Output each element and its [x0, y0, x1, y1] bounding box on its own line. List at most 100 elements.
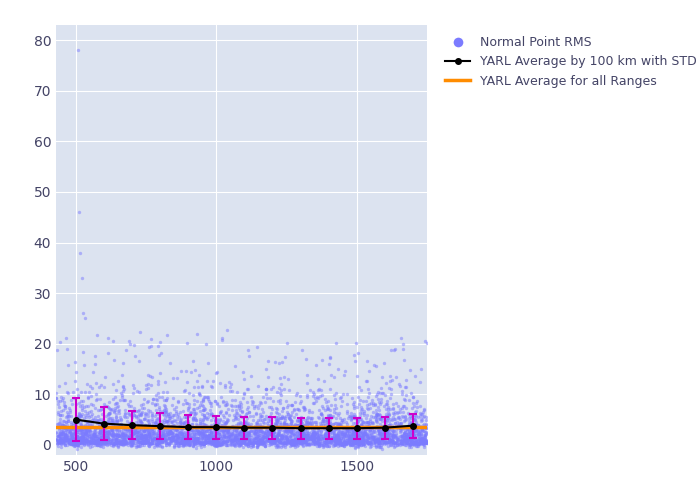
Point [410, 418, 421, 426]
Point [230, 408, 241, 416]
Point [103, 414, 114, 422]
Point [108, 438, 120, 446]
Point [145, 372, 156, 380]
Point [268, 438, 279, 446]
Point [248, 428, 259, 436]
Point [174, 422, 186, 430]
Point [374, 389, 386, 397]
Point [167, 428, 178, 436]
Point [71, 400, 82, 408]
Point [270, 432, 281, 440]
Point [203, 435, 214, 443]
Point [410, 408, 421, 416]
Point [296, 432, 307, 440]
Point [214, 434, 225, 442]
Point [216, 438, 227, 446]
Point [134, 406, 145, 413]
Point [227, 437, 238, 445]
Point [295, 422, 306, 430]
Point [119, 429, 130, 437]
Point [239, 428, 250, 436]
Point [354, 440, 365, 448]
Point [396, 440, 407, 448]
Point [301, 390, 312, 398]
Point [407, 404, 418, 411]
Point [319, 422, 330, 430]
Point [209, 432, 220, 440]
Point [392, 424, 403, 432]
Point [385, 436, 396, 444]
Point [248, 429, 259, 437]
Point [228, 411, 239, 419]
Point [92, 434, 104, 442]
Point [127, 432, 138, 440]
Point [294, 420, 305, 428]
Point [245, 434, 256, 442]
Point [281, 397, 292, 405]
Point [164, 428, 175, 436]
Point [337, 438, 348, 446]
Point [204, 424, 216, 432]
Point [76, 430, 88, 438]
Point [203, 438, 214, 446]
Point [419, 431, 430, 439]
Point [106, 414, 118, 422]
Point [333, 437, 344, 445]
Point [217, 436, 228, 444]
Point [163, 410, 174, 418]
Point [288, 438, 300, 446]
Point [290, 429, 301, 437]
Point [120, 432, 132, 440]
Point [195, 414, 206, 422]
Point [309, 418, 320, 426]
Point [52, 400, 64, 407]
Point [113, 426, 125, 434]
Point [60, 426, 71, 434]
Point [318, 416, 329, 424]
Point [179, 439, 190, 447]
Point [335, 433, 346, 441]
Point [106, 426, 117, 434]
Point [244, 438, 256, 446]
Point [288, 405, 300, 413]
Point [183, 441, 195, 449]
Point [384, 430, 395, 438]
Point [153, 389, 164, 397]
Point [60, 334, 71, 342]
Point [328, 412, 339, 420]
Point [197, 434, 209, 442]
Point [330, 404, 341, 412]
Point [342, 390, 353, 398]
Point [115, 413, 126, 421]
Point [167, 422, 178, 430]
Point [368, 436, 379, 444]
Point [161, 411, 172, 419]
Point [405, 440, 416, 448]
Point [181, 438, 192, 446]
Point [329, 418, 340, 426]
Point [326, 440, 337, 448]
Point [260, 430, 271, 438]
Point [170, 430, 181, 438]
Point [225, 441, 237, 449]
Point [116, 430, 127, 438]
Point [322, 420, 333, 428]
Point [55, 430, 66, 438]
Point [182, 406, 193, 414]
Point [261, 390, 272, 398]
Point [286, 426, 297, 434]
Point [262, 414, 274, 422]
Point [83, 425, 94, 433]
Point [292, 421, 303, 429]
Point [160, 428, 171, 436]
Point [272, 442, 283, 450]
Point [153, 403, 164, 411]
Point [400, 434, 411, 442]
Point [141, 416, 153, 424]
Point [317, 434, 328, 442]
Point [202, 432, 214, 440]
Point [106, 438, 117, 446]
Point [286, 437, 297, 445]
Point [149, 434, 160, 442]
Point [388, 405, 399, 413]
